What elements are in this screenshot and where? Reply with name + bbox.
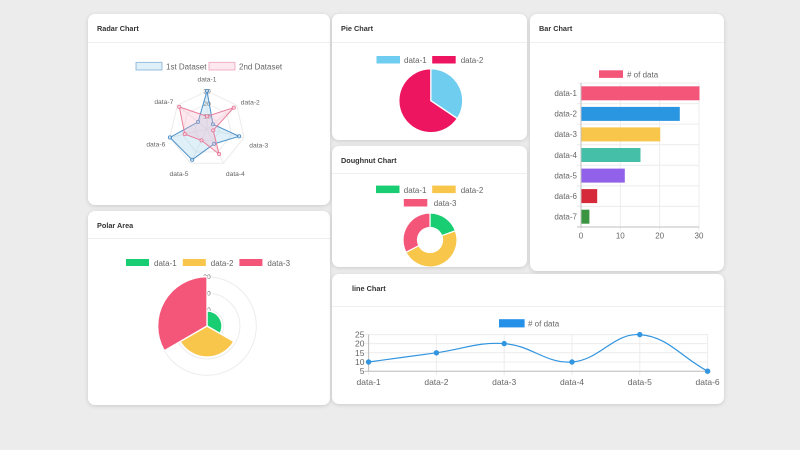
svg-text:data-5: data-5 (170, 171, 189, 178)
svg-text:data-6: data-6 (696, 377, 720, 387)
svg-text:data-3: data-3 (554, 130, 577, 139)
svg-text:data-6: data-6 (146, 141, 165, 148)
svg-text:data-7: data-7 (154, 99, 173, 106)
svg-text:# of data: # of data (627, 71, 659, 80)
svg-text:10: 10 (616, 232, 625, 241)
svg-text:data-2: data-2 (461, 186, 484, 195)
svg-text:10: 10 (355, 357, 365, 367)
svg-text:25: 25 (355, 330, 365, 340)
svg-text:20: 20 (355, 339, 365, 349)
svg-text:0: 0 (579, 232, 584, 241)
svg-text:data-7: data-7 (554, 213, 577, 222)
svg-text:data-2: data-2 (241, 99, 260, 106)
svg-text:data-6: data-6 (554, 192, 577, 201)
svg-text:20: 20 (203, 101, 211, 108)
svg-text:15: 15 (355, 348, 365, 358)
svg-text:1st Dataset: 1st Dataset (166, 62, 207, 71)
svg-text:data-4: data-4 (554, 151, 577, 160)
svg-text:2nd Dataset: 2nd Dataset (239, 62, 283, 71)
svg-text:data-1: data-1 (357, 377, 381, 387)
svg-text:data-4: data-4 (560, 377, 584, 387)
svg-text:data-2: data-2 (211, 259, 234, 268)
svg-text:20: 20 (655, 232, 664, 241)
svg-text:30: 30 (695, 232, 704, 241)
svg-text:data-1: data-1 (198, 77, 217, 84)
svg-text:data-1: data-1 (404, 186, 427, 195)
svg-text:data-1: data-1 (154, 259, 177, 268)
svg-text:data-4: data-4 (226, 171, 245, 178)
svg-text:data-5: data-5 (554, 171, 577, 180)
svg-text:data-1: data-1 (554, 89, 577, 98)
svg-text:5: 5 (360, 366, 365, 376)
svg-text:data-3: data-3 (434, 199, 457, 208)
svg-text:data-3: data-3 (267, 259, 290, 268)
svg-text:# of data: # of data (528, 319, 560, 328)
svg-text:data-2: data-2 (424, 377, 448, 387)
svg-text:data-1: data-1 (404, 56, 427, 65)
svg-text:data-3: data-3 (249, 143, 268, 150)
svg-text:data-5: data-5 (628, 377, 652, 387)
svg-text:data-3: data-3 (492, 377, 516, 387)
svg-text:data-2: data-2 (461, 56, 484, 65)
svg-text:data-2: data-2 (554, 110, 577, 119)
